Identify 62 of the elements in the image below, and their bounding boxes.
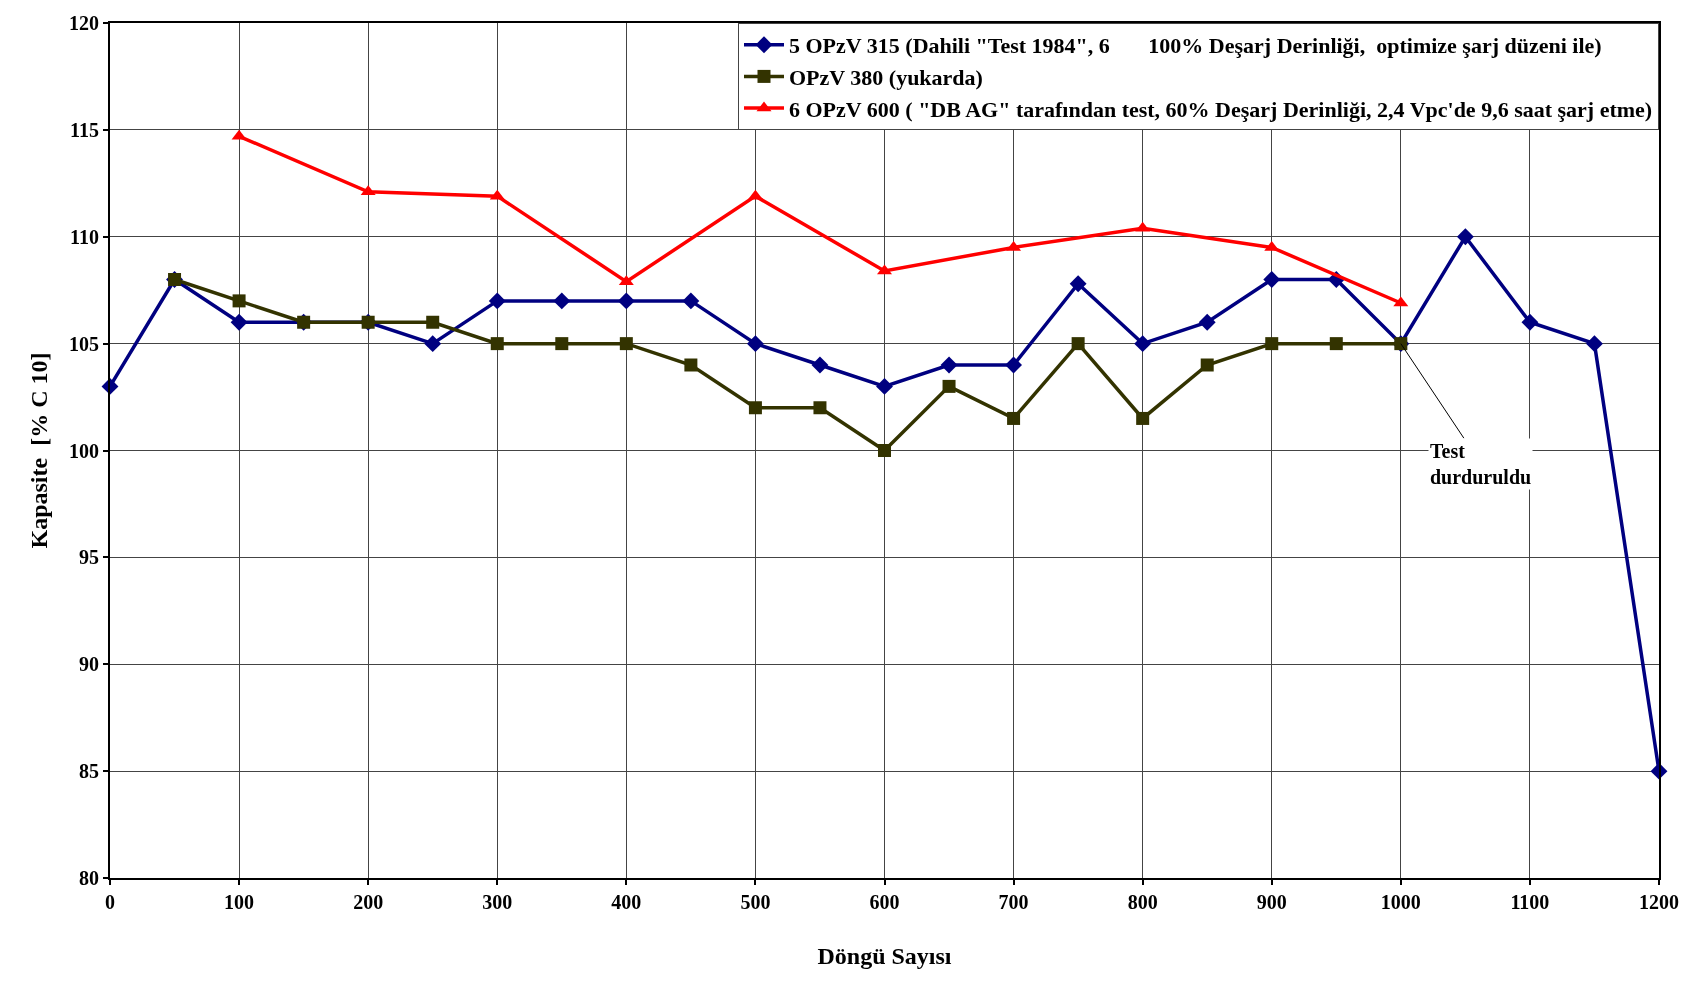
point: [1134, 335, 1152, 353]
y-tick-label: 80: [79, 867, 99, 889]
x-tick-label: 100: [224, 891, 255, 913]
point: [1007, 411, 1021, 425]
point: [942, 379, 956, 393]
y-tick-label: 100: [69, 439, 99, 462]
point: [619, 337, 633, 351]
point: [1071, 337, 1085, 351]
point: [748, 401, 762, 415]
x-tick-label: 0: [105, 891, 115, 913]
point: [555, 337, 569, 351]
annotation: Test durduruldu: [1430, 440, 1532, 488]
x-tick-label: 400: [611, 891, 642, 913]
point: [1586, 335, 1603, 353]
point: [1136, 411, 1150, 425]
point: [682, 292, 700, 310]
x-tick-label: 1000: [1380, 891, 1421, 913]
y-tick-label: 105: [69, 332, 99, 355]
point: [488, 292, 506, 310]
point: [1198, 313, 1216, 331]
point: [426, 315, 440, 329]
y-tick-label: 110: [70, 225, 99, 248]
point: [746, 335, 764, 353]
point: [811, 356, 829, 374]
y-tick-label: 85: [79, 760, 99, 783]
point: [1456, 228, 1474, 246]
point: [1521, 313, 1539, 331]
point: [617, 292, 635, 310]
point: [1069, 275, 1087, 293]
point: [1263, 271, 1281, 288]
point: [1005, 356, 1023, 374]
x-tick-label: 900: [1256, 891, 1287, 913]
point: [1200, 358, 1214, 372]
x-axis-title: Döngü Sayısı: [817, 942, 952, 969]
y-tick-label: 115: [70, 118, 99, 141]
y-tick-label: 90: [79, 653, 99, 676]
x-tick-label: 700: [998, 891, 1029, 913]
point: [940, 356, 958, 374]
point: [424, 335, 442, 353]
legend-label: OPzV 380 (yukarda): [789, 64, 983, 90]
point: [813, 401, 827, 415]
point: [1329, 337, 1343, 351]
legend-label: 5 OPzV 315 (Dahili "Test 1984", 6 100% Deşarj Derinliği, optimize şarj düzeni ile): [789, 33, 1602, 59]
x-tick-label: 500: [740, 891, 771, 913]
y-tick-label: 120: [69, 12, 99, 34]
x-tick-label: 600: [869, 891, 900, 913]
point: [490, 337, 504, 351]
point: [684, 358, 698, 372]
x-tick-label: 1200: [1639, 891, 1679, 913]
x-tick-label: 800: [1127, 891, 1158, 913]
legend-label: 6 OPzV 600 ( "DB AG" tarafından test, 60% Deşarj Derinliği, 2,4 Vpc'de 9,6 saat şarj etme): [789, 96, 1653, 122]
point: [878, 444, 891, 457]
y-axis-title: Kapasite [% C 10]: [25, 352, 52, 549]
y-tick-label: 95: [79, 546, 99, 569]
x-tick-label: 1100: [1510, 891, 1550, 913]
point: [230, 313, 248, 331]
point: [1265, 337, 1279, 351]
point: [232, 294, 246, 308]
x-tick-label: 300: [482, 891, 513, 913]
point: [876, 377, 893, 395]
point: [553, 292, 571, 310]
x-tick-label: 200: [353, 891, 384, 913]
